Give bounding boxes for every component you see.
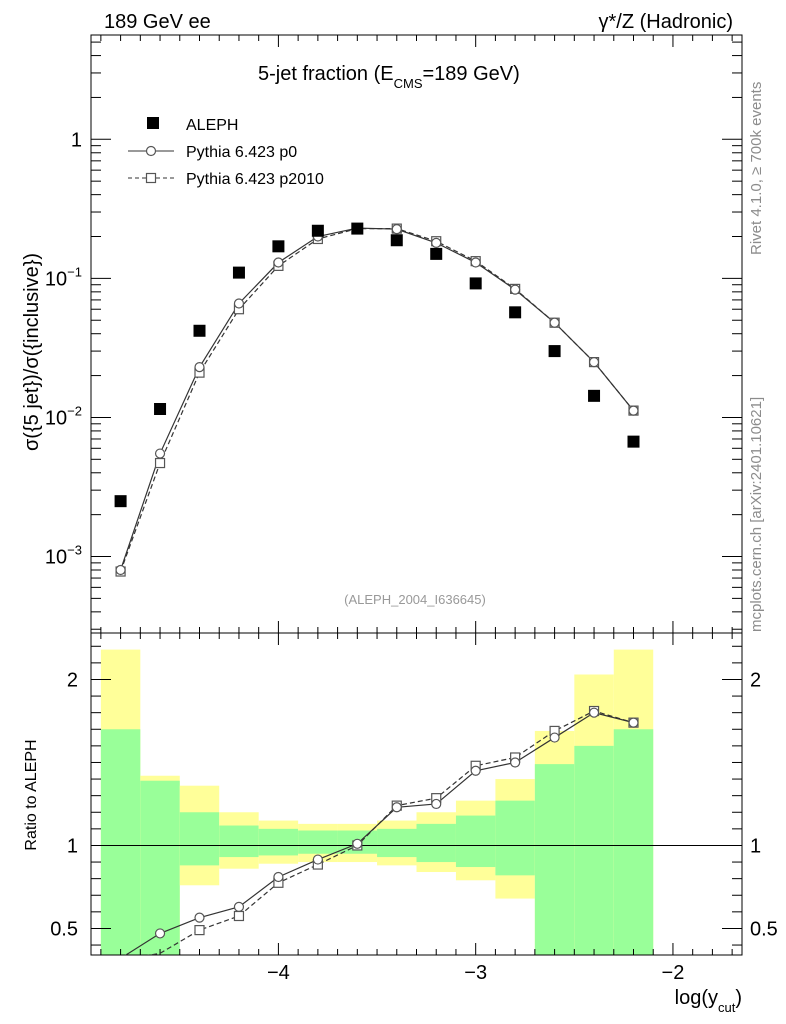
ratio-marker-p2010	[194, 925, 205, 936]
ratio-axis-ticks: −4 −3 −2 0.5 0.5 1 1 2 2	[50, 633, 778, 984]
line-p2010	[120, 227, 634, 572]
band-green-bin	[258, 828, 299, 856]
marker-aleph	[154, 403, 167, 416]
marker-aleph	[509, 306, 522, 319]
ratio-marker-p0	[194, 912, 205, 923]
ratio-series-clipped	[124, 705, 639, 955]
line-p0	[120, 227, 634, 571]
band-green-bin	[140, 780, 180, 955]
band-green-bin	[298, 830, 338, 854]
ratio-y-tick-label-right: 2	[750, 669, 761, 691]
band-green-bin	[613, 729, 654, 955]
ratio-marker-p0	[628, 717, 639, 728]
marker-aleph	[272, 240, 285, 253]
ratio-marker-p0	[391, 802, 402, 813]
x-tick-label: −4	[267, 962, 290, 984]
ratio-line-p2010	[146, 710, 634, 955]
marker-p0	[115, 564, 126, 576]
band-green-bin	[495, 800, 535, 876]
y-axis-label: σ({5 jet})/σ({inclusive})	[21, 253, 43, 451]
marker-p0	[391, 224, 402, 235]
marker-p2010	[154, 457, 166, 469]
ratio-marker-p0	[352, 838, 363, 849]
ratio-bands-layer	[100, 649, 654, 955]
ratio-y-tick-label-right: 1	[750, 835, 761, 857]
marker-p0	[431, 237, 442, 248]
marker-p0	[549, 317, 560, 328]
header-right: γ*/Z (Hadronic)	[599, 11, 733, 33]
ratio-marker-p0	[510, 757, 521, 768]
ratio-marker-p0	[154, 928, 166, 939]
ratio-y-axis-label: Ratio to ALEPH	[23, 739, 40, 850]
ratio-marker-p0	[470, 765, 481, 776]
marker-aleph	[351, 222, 364, 235]
band-green-bin	[219, 825, 259, 858]
legend: ALEPH Pythia 6.423 p0 Pythia 6.423 p2010	[128, 117, 324, 188]
band-green-bin	[534, 764, 575, 955]
ratio-y-tick-label: 0.5	[50, 918, 78, 940]
ratio-y-tick-label: 1	[67, 835, 78, 857]
ratio-y-tick-label: 2	[67, 669, 78, 691]
y-tick-label: 10−3	[45, 543, 82, 569]
ratio-marker-p0	[431, 798, 442, 810]
marker-p0	[470, 257, 481, 268]
marker-p0	[628, 405, 639, 416]
marker-aleph	[430, 247, 443, 260]
chart-title: 5-jet fraction (ECMS=189 GeV)	[258, 63, 520, 91]
marker-p0	[273, 257, 284, 268]
x-axis-label: log(ycut)	[675, 987, 742, 1015]
rivet-label: Rivet 4.1.0, ≥ 700k events	[748, 81, 765, 255]
marker-aleph	[311, 224, 324, 237]
y-tick-label: 10−2	[45, 403, 82, 429]
ratio-marker-p0	[549, 732, 560, 743]
x-tick-label: −3	[464, 962, 487, 984]
legend-label-p0: Pythia 6.423 p0	[186, 144, 297, 161]
mcplots-label: mcplots.cern.ch [arXiv:2401.10621]	[748, 396, 765, 632]
marker-aleph	[588, 389, 601, 402]
legend-marker-p2010	[145, 172, 157, 184]
marker-aleph	[193, 324, 206, 337]
ratio-marker-p2010	[233, 910, 245, 922]
marker-aleph	[232, 266, 245, 279]
main-axis-ticks: 10−3 10−2 10−1 1	[45, 35, 742, 633]
legend-label-aleph: ALEPH	[186, 117, 238, 134]
ratio-marker-p0	[273, 871, 284, 883]
marker-aleph	[114, 495, 127, 508]
y-tick-label: 1	[71, 129, 82, 151]
ratio-marker-p0	[233, 901, 245, 912]
ratio-y-tick-label-right: 0.5	[750, 918, 778, 940]
marker-p0	[588, 357, 600, 368]
main-series-layer	[114, 222, 640, 577]
ratio-series-layer	[124, 705, 639, 955]
marker-aleph	[469, 277, 482, 290]
ratio-marker-p0	[588, 707, 600, 718]
y-tick-label: 10−1	[45, 264, 82, 290]
header-left: 189 GeV ee	[104, 11, 211, 33]
analysis-tag: (ALEPH_2004_I636645)	[344, 592, 486, 607]
band-green-bin	[100, 729, 141, 955]
band-green-bin	[455, 815, 496, 868]
band-green-bin	[179, 812, 220, 866]
legend-label-p2010: Pythia 6.423 p2010	[186, 171, 324, 188]
marker-p0	[194, 362, 205, 373]
marker-p0	[154, 448, 166, 459]
ratio-marker-p0	[312, 854, 323, 865]
x-tick-label: −2	[662, 962, 685, 984]
marker-aleph	[548, 345, 561, 358]
legend-marker-aleph	[147, 117, 159, 129]
ratio-line-p0	[124, 712, 634, 955]
band-green-bin	[377, 828, 417, 858]
band-green-bin	[574, 745, 614, 955]
band-green-bin	[416, 823, 456, 863]
legend-marker-p0	[145, 145, 157, 157]
marker-aleph	[627, 435, 640, 448]
marker-p0	[510, 284, 521, 295]
marker-aleph	[390, 234, 403, 247]
marker-p0	[233, 298, 245, 309]
